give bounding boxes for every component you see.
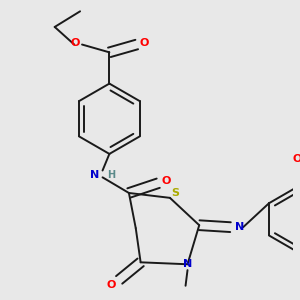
Text: O: O <box>140 38 149 48</box>
Text: N: N <box>90 170 100 180</box>
Text: N: N <box>183 259 192 269</box>
Text: O: O <box>70 38 80 48</box>
Text: N: N <box>235 222 244 232</box>
Text: S: S <box>171 188 179 198</box>
Text: H: H <box>107 170 116 180</box>
Text: O: O <box>161 176 171 186</box>
Text: O: O <box>292 154 300 164</box>
Text: O: O <box>106 280 116 290</box>
